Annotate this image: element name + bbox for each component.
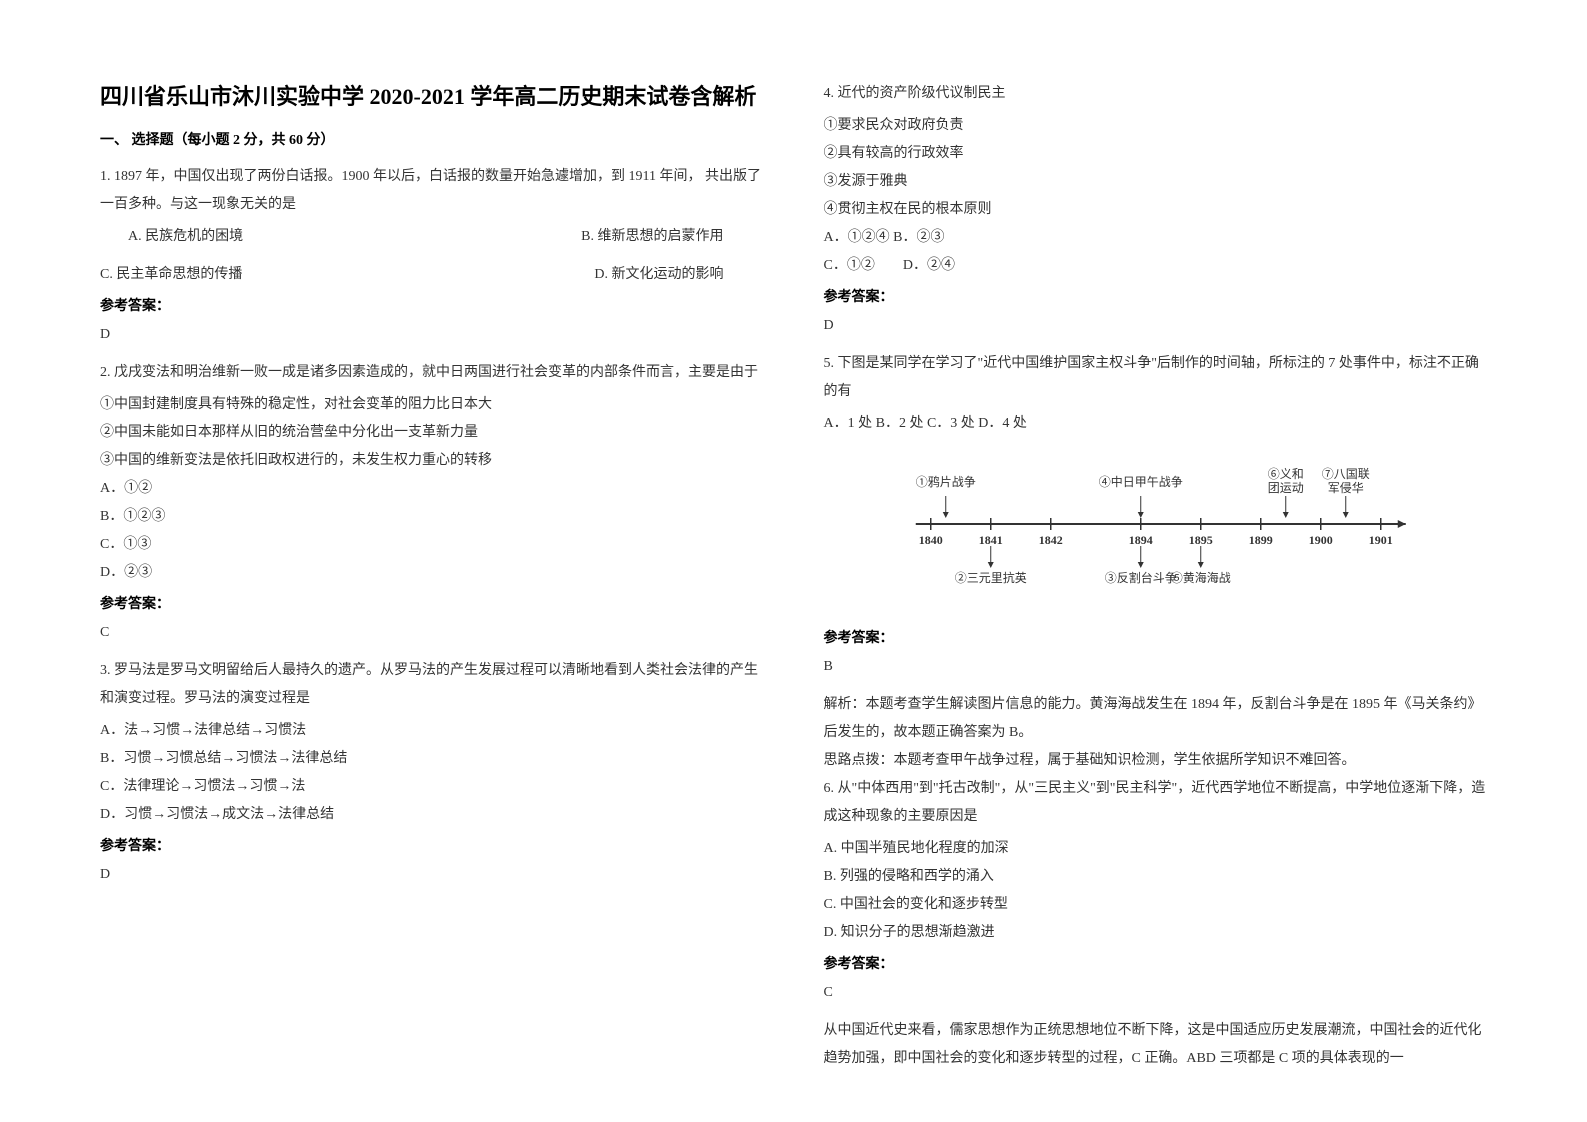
q6-optB: B. 列强的侵略和西学的涌入 <box>824 863 1488 891</box>
q2-answer: C <box>100 619 764 647</box>
q6-explanation: 从中国近代史来看，儒家思想作为正统思想地位不断下降，这是中国适应历史发展潮流，中… <box>824 1017 1488 1073</box>
q5-answer-label: 参考答案： <box>824 625 1488 653</box>
svg-text:团运动: 团运动 <box>1267 481 1303 495</box>
q3-answer-label: 参考答案： <box>100 833 764 861</box>
q1-answer-label: 参考答案： <box>100 293 764 321</box>
q6-optA: A. 中国半殖民地化程度的加深 <box>824 835 1488 863</box>
q6-text: 6. 从"中体西用"到"托古改制"，从"三民主义"到"民主科学"，近代西学地位不… <box>824 775 1488 831</box>
q1-options-row2: C. 民主革命思想的传播 D. 新文化运动的影响 <box>100 261 764 289</box>
svg-text:1895: 1895 <box>1188 533 1212 547</box>
q2-text: 2. 戊戌变法和明治维新一败一成是诸多因素造成的，就中日两国进行社会变革的内部条… <box>100 359 764 387</box>
q4-answer: D <box>824 312 1488 340</box>
q4-line4: ④贯彻主权在民的根本原则 <box>824 196 1488 224</box>
exam-title: 四川省乐山市沐川实验中学 2020-2021 学年高二历史期末试卷含解析 <box>100 80 764 113</box>
section-header: 一、 选择题（每小题 2 分，共 60 分） <box>100 129 764 149</box>
svg-text:⑤黄海海战: ⑤黄海海战 <box>1170 570 1230 585</box>
q3-optD: D．习惯→习惯法→成文法→法律总结 <box>100 801 764 829</box>
q4-line3: ③发源于雅典 <box>824 168 1488 196</box>
q5-explanation1: 解析：本题考查学生解读图片信息的能力。黄海海战发生在 1894 年，反割台斗争是… <box>824 691 1488 747</box>
svg-text:1840: 1840 <box>918 533 942 547</box>
q1-optC: C. 民主革命思想的传播 <box>100 261 242 289</box>
q3-optB: B．习惯→习惯总结→习惯法→法律总结 <box>100 745 764 773</box>
q4-line1: ①要求民众对政府负责 <box>824 112 1488 140</box>
q5-timeline: 1840 1841 1842 1894 1895 1899 1900 1901 ①鸦片战争 ④中日… <box>824 452 1488 607</box>
timeline-svg: 1840 1841 1842 1894 1895 1899 1900 1901 ①鸦片战争 ④中日… <box>834 462 1478 592</box>
q2-answer-label: 参考答案： <box>100 591 764 619</box>
q6-optD: D. 知识分子的思想渐趋激进 <box>824 919 1488 947</box>
q2-optC: C．①③ <box>100 531 764 559</box>
left-column: 四川省乐山市沐川实验中学 2020-2021 学年高二历史期末试卷含解析 一、 … <box>100 80 764 1042</box>
svg-text:1900: 1900 <box>1308 533 1332 547</box>
q5-opts: A．1 处 B．2 处 C．3 处 D．4 处 <box>824 410 1488 438</box>
svg-text:1841: 1841 <box>978 533 1002 547</box>
q2-line3: ③中国的维新变法是依托旧政权进行的，未发生权力重心的转移 <box>100 447 764 475</box>
q2-line2: ②中国未能如日本那样从旧的统治营垒中分化出一支革新力量 <box>100 419 764 447</box>
svg-text:②三元里抗英: ②三元里抗英 <box>954 570 1026 585</box>
q3-optC: C．法律理论→习惯法→习惯→法 <box>100 773 764 801</box>
q1-answer: D <box>100 321 764 349</box>
svg-text:1901: 1901 <box>1368 533 1392 547</box>
q3-optA: A．法→习惯→法律总结→习惯法 <box>100 717 764 745</box>
q3-answer: D <box>100 861 764 889</box>
q6-answer-label: 参考答案： <box>824 951 1488 979</box>
q6-answer: C <box>824 979 1488 1007</box>
q3-text: 3. 罗马法是罗马文明留给后人最持久的遗产。从罗马法的产生发展过程可以清晰地看到… <box>100 657 764 713</box>
svg-text:③反割台斗争: ③反割台斗争 <box>1104 570 1176 585</box>
q4-answer-label: 参考答案： <box>824 284 1488 312</box>
q1-optB: B. 维新思想的启蒙作用 <box>581 223 723 251</box>
svg-text:1894: 1894 <box>1128 533 1152 547</box>
q5-answer: B <box>824 653 1488 681</box>
svg-text:军侵华: 军侵华 <box>1327 480 1363 495</box>
q6-optC: C. 中国社会的变化和逐步转型 <box>824 891 1488 919</box>
q2-optA: A．①② <box>100 475 764 503</box>
right-column: 4. 近代的资产阶级代议制民主 ①要求民众对政府负责 ②具有较高的行政效率 ③发… <box>824 80 1488 1042</box>
svg-text:1899: 1899 <box>1248 533 1272 547</box>
q1-optD: D. 新文化运动的影响 <box>594 261 723 289</box>
svg-text:⑥义和: ⑥义和 <box>1267 467 1303 481</box>
svg-text:④中日甲午战争: ④中日甲午战争 <box>1098 474 1182 489</box>
q4-text: 4. 近代的资产阶级代议制民主 <box>824 80 1488 108</box>
q1-optA: A. 民族危机的困境 <box>128 223 243 251</box>
svg-text:⑦八国联: ⑦八国联 <box>1321 467 1369 481</box>
q2-line1: ①中国封建制度具有特殊的稳定性，对社会变革的阻力比日本大 <box>100 391 764 419</box>
q4-line2: ②具有较高的行政效率 <box>824 140 1488 168</box>
q1-options-row1: A. 民族危机的困境 B. 维新思想的启蒙作用 <box>100 223 764 251</box>
q2-optB: B．①②③ <box>100 503 764 531</box>
q5-text: 5. 下图是某同学在学习了"近代中国维护国家主权斗争"后制作的时间轴，所标注的 … <box>824 350 1488 406</box>
q2-optD: D．②③ <box>100 559 764 587</box>
q5-explanation2: 思路点拨：本题考查甲午战争过程，属于基础知识检测，学生依据所学知识不难回答。 <box>824 747 1488 775</box>
q4-optB: C．①② D．②④ <box>824 252 1488 280</box>
q1-text: 1. 1897 年，中国仅出现了两份白话报。1900 年以后，白话报的数量开始急… <box>100 163 764 219</box>
svg-text:1842: 1842 <box>1038 533 1062 547</box>
svg-text:①鸦片战争: ①鸦片战争 <box>915 474 975 489</box>
q4-optA: A．①②④ B．②③ <box>824 224 1488 252</box>
